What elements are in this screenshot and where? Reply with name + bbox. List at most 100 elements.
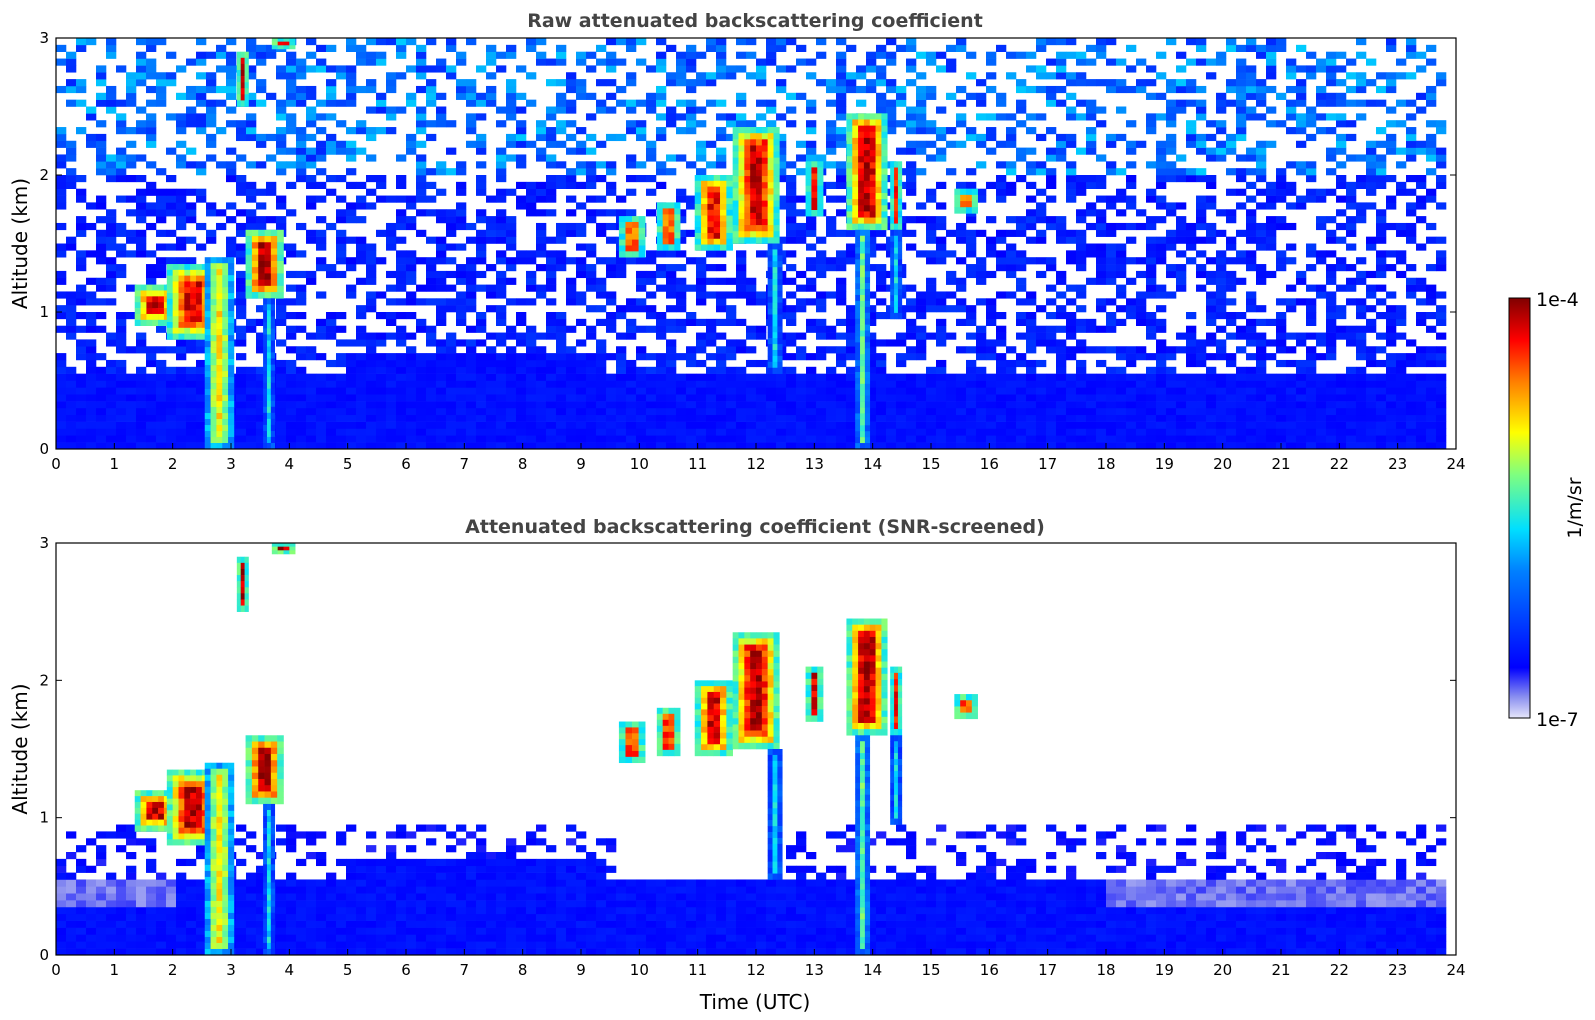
heatmap-cell bbox=[416, 120, 427, 128]
heatmap-cell bbox=[1056, 394, 1067, 402]
heatmap-cell bbox=[1266, 181, 1277, 189]
heatmap-cell bbox=[826, 291, 837, 299]
heatmap-cell bbox=[436, 161, 447, 169]
heatmap-cell bbox=[1216, 428, 1227, 436]
heatmap-cell bbox=[696, 291, 707, 299]
heatmap-cell bbox=[356, 339, 367, 347]
heatmap-cell bbox=[576, 140, 587, 148]
heatmap-cell bbox=[1186, 435, 1197, 443]
heatmap-cell bbox=[1176, 442, 1187, 450]
heatmap-cell bbox=[1096, 373, 1107, 381]
heatmap-cell bbox=[106, 366, 117, 374]
heatmap-cell bbox=[786, 394, 797, 402]
heatmap-cell bbox=[1096, 277, 1107, 285]
heatmap-cell bbox=[56, 380, 67, 388]
heatmap-cell bbox=[556, 366, 567, 374]
heatmap-cell bbox=[666, 414, 677, 422]
heatmap-cell bbox=[906, 161, 917, 169]
heatmap-cell bbox=[1056, 442, 1067, 450]
heatmap-cell bbox=[756, 373, 767, 381]
heatmap-cell bbox=[256, 58, 267, 66]
heatmap-cell bbox=[956, 298, 967, 306]
cloud-feature-cell bbox=[152, 302, 159, 309]
heatmap-cell bbox=[436, 421, 447, 429]
heatmap-cell bbox=[1196, 359, 1207, 368]
heatmap-cell bbox=[1306, 250, 1317, 258]
heatmap-cell bbox=[946, 270, 957, 279]
cloud-feature-cell bbox=[172, 298, 179, 305]
heatmap-cell bbox=[196, 188, 207, 196]
cloud-feature-cell bbox=[196, 293, 203, 300]
heatmap-cell bbox=[1146, 120, 1157, 128]
heatmap-cell bbox=[656, 264, 667, 272]
heatmap-cell bbox=[386, 373, 397, 381]
heatmap-cell bbox=[466, 373, 477, 381]
heatmap-cell bbox=[356, 435, 367, 443]
heatmap-cell bbox=[1416, 346, 1427, 354]
heatmap-cell bbox=[726, 380, 737, 388]
heatmap-cell bbox=[1096, 401, 1107, 409]
heatmap-cell bbox=[596, 291, 607, 299]
heatmap-cell bbox=[346, 291, 357, 299]
heatmap-cell bbox=[1186, 175, 1197, 183]
heatmap-cell bbox=[646, 442, 657, 450]
heatmap-cell bbox=[1126, 394, 1137, 402]
heatmap-cell bbox=[1136, 291, 1147, 299]
heatmap-cell bbox=[656, 161, 667, 169]
heatmap-cell bbox=[1216, 140, 1227, 148]
heatmap-cell bbox=[776, 202, 787, 210]
heatmap-cell bbox=[1366, 202, 1377, 210]
heatmap-cell bbox=[1056, 58, 1067, 66]
heatmap-cell bbox=[706, 380, 717, 388]
heatmap-cell bbox=[456, 51, 467, 59]
heatmap-cell bbox=[796, 140, 807, 148]
heatmap-cell bbox=[136, 243, 147, 251]
heatmap-cell bbox=[406, 353, 417, 361]
heatmap-cell bbox=[576, 373, 587, 381]
heatmap-cell bbox=[1246, 44, 1257, 52]
heatmap-cell bbox=[1016, 387, 1027, 395]
heatmap-cell bbox=[576, 222, 587, 231]
heatmap-cell bbox=[136, 339, 147, 347]
heatmap-cell bbox=[966, 216, 977, 224]
heatmap-cell bbox=[1176, 435, 1187, 443]
heatmap-cell bbox=[446, 435, 457, 443]
heatmap-cell bbox=[1326, 216, 1337, 224]
heatmap-cell bbox=[906, 298, 917, 306]
heatmap-cell bbox=[886, 435, 897, 443]
heatmap-cell bbox=[1326, 387, 1337, 395]
heatmap-cell bbox=[336, 216, 347, 224]
heatmap-cell bbox=[86, 222, 97, 231]
heatmap-cell bbox=[986, 298, 997, 306]
heatmap-cell bbox=[486, 44, 497, 52]
heatmap-cell bbox=[546, 209, 557, 217]
heatmap-cell bbox=[376, 58, 387, 66]
heatmap-cell bbox=[766, 435, 777, 443]
heatmap-cell bbox=[1316, 394, 1327, 402]
heatmap-cell bbox=[766, 401, 777, 409]
heatmap-cell bbox=[826, 407, 837, 416]
heatmap-cell bbox=[1156, 442, 1167, 450]
heatmap-cell bbox=[696, 257, 707, 265]
heatmap-cell bbox=[336, 442, 347, 450]
heatmap-cell bbox=[936, 106, 947, 114]
heatmap-cell bbox=[626, 44, 637, 52]
heatmap-cell bbox=[1076, 435, 1087, 443]
heatmap-cell bbox=[636, 175, 647, 183]
heatmap-cell bbox=[1366, 181, 1377, 189]
heatmap-cell bbox=[956, 284, 967, 292]
heatmap-cell bbox=[1376, 414, 1387, 422]
heatmap-cell bbox=[1016, 284, 1027, 292]
heatmap-cell bbox=[826, 387, 837, 395]
heatmap-cell bbox=[806, 58, 817, 66]
heatmap-cell bbox=[906, 394, 917, 402]
heatmap-cell bbox=[1386, 394, 1397, 402]
heatmap-cell bbox=[1196, 380, 1207, 388]
heatmap-cell bbox=[1416, 65, 1427, 73]
heatmap-cell bbox=[146, 113, 157, 121]
heatmap-cell bbox=[1156, 380, 1167, 388]
heatmap-cell bbox=[1416, 373, 1427, 381]
heatmap-cell bbox=[916, 106, 927, 114]
heatmap-cell bbox=[536, 195, 547, 203]
heatmap-cell bbox=[1056, 305, 1067, 313]
